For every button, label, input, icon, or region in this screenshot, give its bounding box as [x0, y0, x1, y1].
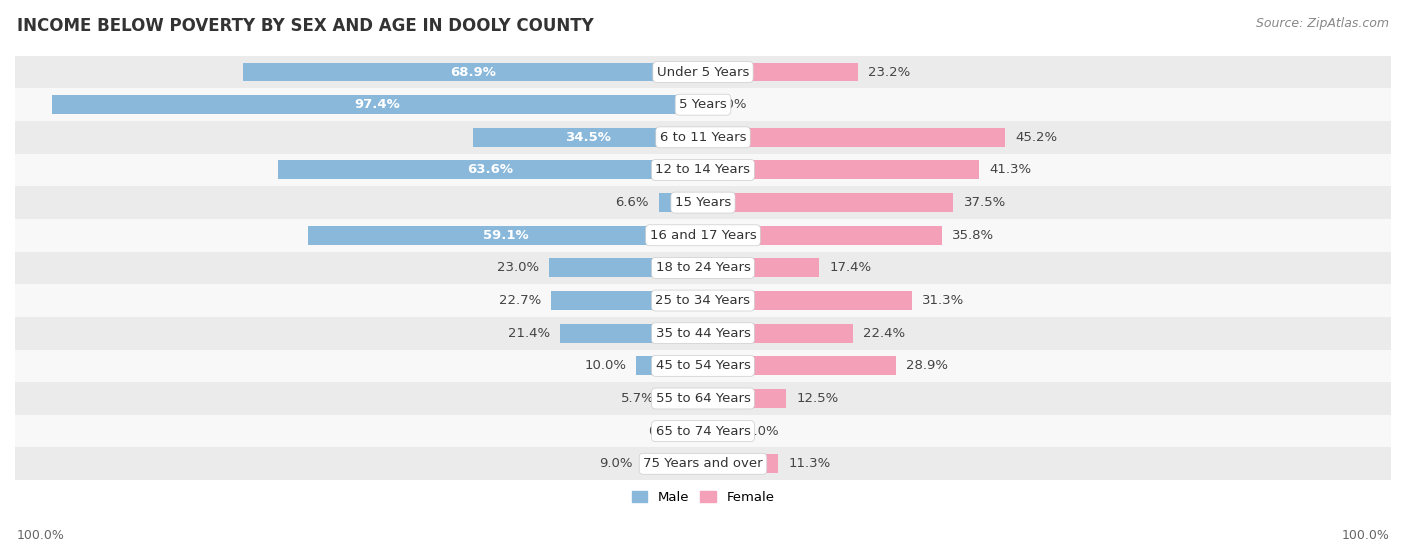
Text: 37.5%: 37.5%: [963, 196, 1005, 209]
Bar: [15, 121, 1391, 153]
Bar: [703, 389, 786, 408]
Bar: [15, 88, 1391, 121]
Text: 35 to 44 Years: 35 to 44 Years: [655, 326, 751, 340]
Bar: [703, 357, 896, 376]
Text: 11.3%: 11.3%: [789, 458, 831, 470]
Legend: Male, Female: Male, Female: [626, 486, 780, 509]
Text: 23.0%: 23.0%: [498, 261, 540, 275]
Bar: [703, 258, 820, 277]
Bar: [700, 422, 703, 441]
Bar: [703, 226, 942, 245]
Bar: [15, 219, 1391, 252]
Bar: [703, 128, 1005, 147]
Text: 28.9%: 28.9%: [905, 359, 948, 372]
Bar: [15, 382, 1391, 415]
Bar: [15, 186, 1391, 219]
Text: 5.7%: 5.7%: [621, 392, 655, 405]
Text: 25 to 34 Years: 25 to 34 Years: [655, 294, 751, 307]
Text: 10.0%: 10.0%: [583, 359, 626, 372]
Text: 35.8%: 35.8%: [952, 229, 994, 242]
Bar: [15, 415, 1391, 448]
Bar: [15, 349, 1391, 382]
Text: 5.0%: 5.0%: [747, 425, 780, 437]
Text: 31.3%: 31.3%: [922, 294, 965, 307]
Text: 0.36%: 0.36%: [648, 425, 690, 437]
Text: 18 to 24 Years: 18 to 24 Years: [655, 261, 751, 275]
Text: 15 Years: 15 Years: [675, 196, 731, 209]
Bar: [703, 193, 953, 212]
Text: 65 to 74 Years: 65 to 74 Years: [655, 425, 751, 437]
Text: 34.5%: 34.5%: [565, 131, 610, 144]
Bar: [703, 62, 858, 81]
Text: 6.6%: 6.6%: [616, 196, 650, 209]
Bar: [636, 357, 703, 376]
Bar: [703, 422, 737, 441]
Text: 0.0%: 0.0%: [713, 98, 747, 111]
Bar: [15, 56, 1391, 88]
Text: 45 to 54 Years: 45 to 54 Years: [655, 359, 751, 372]
Text: 21.4%: 21.4%: [508, 326, 550, 340]
Text: 22.4%: 22.4%: [863, 326, 905, 340]
Text: 63.6%: 63.6%: [468, 163, 513, 176]
Text: Source: ZipAtlas.com: Source: ZipAtlas.com: [1256, 17, 1389, 30]
Text: 17.4%: 17.4%: [830, 261, 872, 275]
Bar: [52, 95, 703, 114]
Bar: [659, 193, 703, 212]
Text: 68.9%: 68.9%: [450, 65, 496, 79]
Bar: [560, 324, 703, 343]
Text: Under 5 Years: Under 5 Years: [657, 65, 749, 79]
Text: 100.0%: 100.0%: [1341, 529, 1389, 542]
Bar: [243, 62, 703, 81]
Bar: [550, 258, 703, 277]
Bar: [15, 252, 1391, 284]
Bar: [15, 153, 1391, 186]
Text: 9.0%: 9.0%: [599, 458, 633, 470]
Bar: [703, 454, 779, 473]
Text: 5 Years: 5 Years: [679, 98, 727, 111]
Text: 22.7%: 22.7%: [499, 294, 541, 307]
Text: 23.2%: 23.2%: [868, 65, 910, 79]
Bar: [643, 454, 703, 473]
Text: 41.3%: 41.3%: [988, 163, 1031, 176]
Text: 75 Years and over: 75 Years and over: [643, 458, 763, 470]
Text: 100.0%: 100.0%: [17, 529, 65, 542]
Bar: [278, 161, 703, 180]
Bar: [472, 128, 703, 147]
Bar: [703, 161, 979, 180]
Bar: [551, 291, 703, 310]
Text: 55 to 64 Years: 55 to 64 Years: [655, 392, 751, 405]
Text: INCOME BELOW POVERTY BY SEX AND AGE IN DOOLY COUNTY: INCOME BELOW POVERTY BY SEX AND AGE IN D…: [17, 17, 593, 35]
Bar: [665, 389, 703, 408]
Text: 45.2%: 45.2%: [1015, 131, 1057, 144]
Text: 6 to 11 Years: 6 to 11 Years: [659, 131, 747, 144]
Text: 12.5%: 12.5%: [797, 392, 839, 405]
Bar: [308, 226, 703, 245]
Text: 12 to 14 Years: 12 to 14 Years: [655, 163, 751, 176]
Bar: [15, 317, 1391, 349]
Bar: [703, 291, 912, 310]
Text: 59.1%: 59.1%: [482, 229, 529, 242]
Text: 16 and 17 Years: 16 and 17 Years: [650, 229, 756, 242]
Text: 97.4%: 97.4%: [354, 98, 401, 111]
Bar: [703, 324, 852, 343]
Bar: [15, 448, 1391, 480]
Bar: [15, 284, 1391, 317]
